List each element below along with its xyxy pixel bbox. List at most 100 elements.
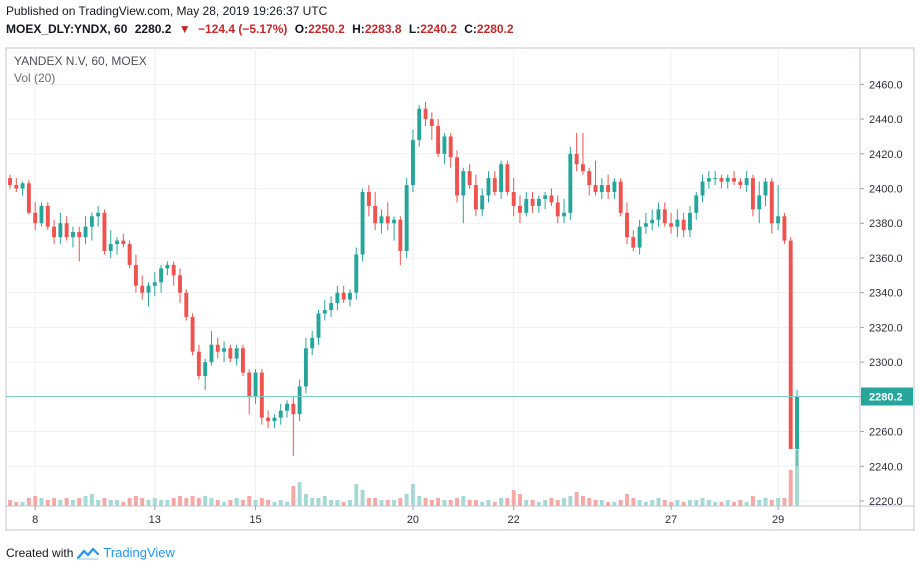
volume-bar [360, 490, 365, 506]
candle-body [241, 348, 245, 373]
candle-body [184, 292, 189, 317]
volume-bar [467, 500, 472, 506]
candle-body [788, 240, 793, 449]
volume-bar [580, 496, 585, 506]
candle-body [568, 153, 573, 213]
candle-body [20, 183, 25, 189]
volume-bar [593, 500, 598, 506]
candle-body [669, 223, 674, 227]
x-tick-label: 22 [508, 514, 520, 526]
volume-bar [417, 496, 422, 506]
candle-body [77, 231, 82, 238]
candle-body [366, 191, 371, 206]
volume-bar [738, 500, 743, 506]
candle-body [448, 136, 453, 158]
candle-body [373, 205, 378, 224]
candle-body [769, 181, 774, 224]
y-tick-label: 2460.0 [869, 79, 903, 91]
candle-body [215, 344, 220, 352]
volume-bar [322, 496, 327, 506]
candle-body [725, 178, 730, 182]
candle-body [700, 181, 705, 196]
candle-body [39, 205, 44, 224]
candle-body [461, 171, 466, 196]
candle-body [719, 178, 724, 182]
volume-bar [436, 498, 441, 506]
candle-body [750, 178, 755, 210]
tradingview-logo-icon [77, 547, 100, 560]
candle-body [612, 181, 617, 192]
candle-body [253, 372, 258, 397]
candle-body [159, 268, 164, 283]
candle-body [499, 164, 504, 192]
candle-body [536, 198, 541, 206]
tradingview-link[interactable]: TradingView [103, 545, 175, 560]
candle-body [492, 178, 497, 192]
candle-body [574, 153, 579, 165]
candle-body [795, 396, 799, 449]
low-value: 2240.2 [420, 22, 457, 36]
volume-bar [788, 470, 793, 506]
candle-body [96, 212, 101, 217]
candle-body [228, 348, 233, 359]
y-tick-label: 2400.0 [869, 184, 903, 196]
volume-bar [373, 498, 378, 506]
candle-body [45, 205, 50, 227]
volume-bar [178, 496, 182, 506]
candle-body [562, 212, 566, 217]
candle-body [524, 198, 529, 213]
candle-body [732, 178, 736, 182]
candle-body [650, 219, 655, 224]
volume-bar [404, 494, 409, 506]
volume-bar [637, 500, 642, 506]
candle-body [303, 348, 308, 387]
volume-bar [133, 496, 138, 506]
chart-title: YANDEX N.V, 60, MOEX [14, 54, 147, 68]
candle-body [247, 372, 252, 397]
candle-body [165, 264, 170, 269]
candle-body [203, 362, 208, 377]
volume-bar [524, 500, 529, 506]
volume-bar [492, 502, 497, 506]
candle-body [543, 195, 548, 199]
volume-bar [606, 502, 611, 506]
volume-bar [669, 502, 674, 506]
candle-body [442, 136, 447, 154]
x-tick-label: 8 [32, 514, 38, 526]
volume-bar [45, 500, 50, 506]
volume-bar [681, 502, 686, 506]
volume-bar [719, 502, 724, 506]
volume-bar [259, 498, 264, 506]
published-line: Published on TradingView.com, May 28, 20… [6, 4, 328, 18]
volume-bar [662, 500, 667, 506]
volume-bar [241, 500, 245, 506]
y-tick-label: 2440.0 [869, 114, 903, 126]
price-chart[interactable]: 2220.02240.02260.02280.02300.02320.02340… [0, 40, 920, 540]
volume-bar [121, 502, 126, 506]
volume-bar [442, 500, 447, 506]
candle-body [14, 185, 19, 189]
candle-body [222, 348, 227, 352]
volume-bar [310, 498, 315, 506]
candle-body [58, 223, 63, 238]
volume-bar [543, 500, 548, 506]
volume-bar [8, 500, 12, 506]
volume-bar [354, 484, 359, 506]
candle-body [549, 195, 554, 203]
volume-bar [58, 500, 63, 506]
candle-body [291, 403, 296, 415]
candle-body [316, 313, 321, 338]
last-price-tag-label: 2280.2 [869, 391, 903, 403]
candle-body [272, 417, 277, 422]
volume-bar [341, 502, 346, 506]
volume-bar [461, 496, 466, 506]
candle-body [398, 219, 403, 252]
candle-body [587, 171, 592, 186]
candle-body [209, 344, 214, 363]
candle-body [404, 185, 409, 252]
candle-body [776, 216, 781, 224]
candle-body [335, 292, 340, 304]
volume-bar [769, 500, 774, 506]
candle-body [8, 178, 12, 186]
candle-body [379, 216, 384, 224]
